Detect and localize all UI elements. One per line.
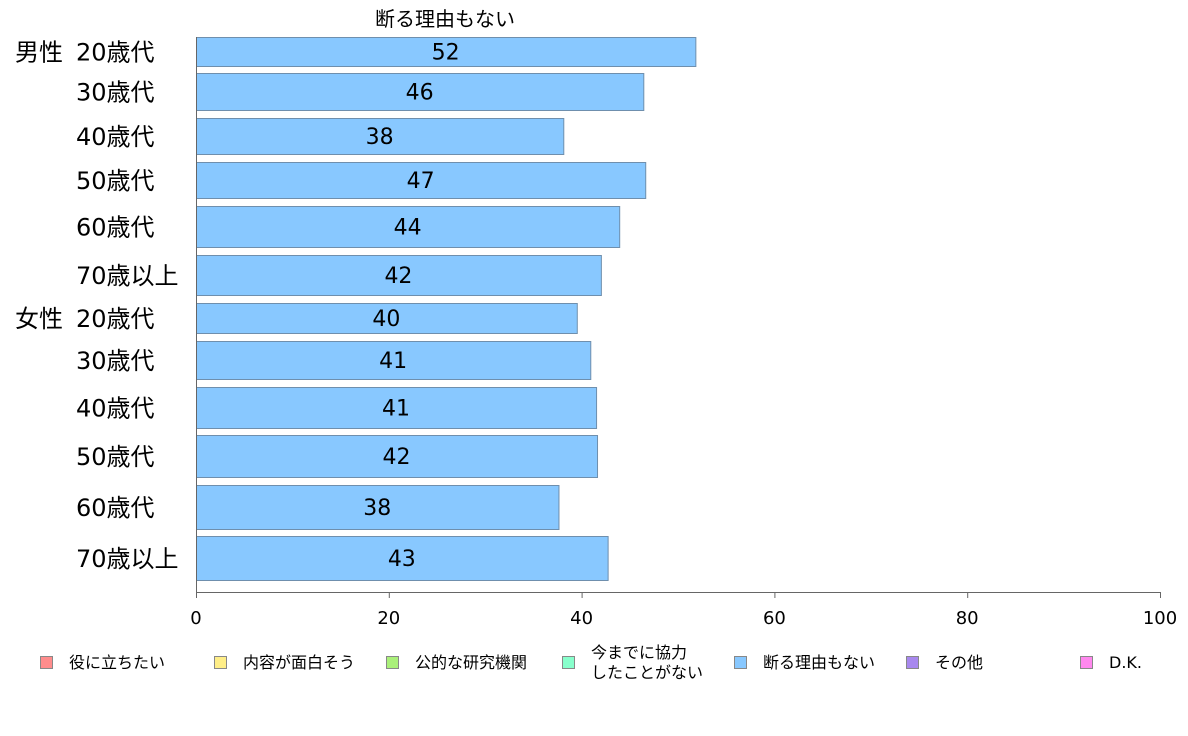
data-label: 38 (363, 496, 391, 521)
bar (196, 303, 578, 334)
data-label: 46 (406, 81, 434, 106)
data-label: 47 (407, 169, 435, 194)
category-label: 70歳以上 (76, 262, 179, 290)
data-label: 41 (379, 349, 407, 374)
legend: 役に立ちたい 内容が面白そう 公的な研究機関 今までに協力したことがない 断る理由もない… (40, 643, 1142, 682)
x-tick-label: 0 (190, 608, 201, 629)
category-label: 50歳代 (76, 167, 155, 195)
bar (196, 435, 599, 478)
category-label: 60歳代 (76, 494, 155, 522)
x-tick-label: 60 (763, 608, 786, 629)
category-label: 20歳代 (76, 39, 155, 67)
legend-label: その他 (935, 653, 983, 672)
category-label: 30歳代 (76, 347, 155, 375)
data-label: 43 (388, 547, 416, 572)
x-axis: 0 20 40 60 80 100 (190, 37, 1177, 629)
data-label: 42 (383, 445, 411, 470)
legend-swatch (40, 656, 53, 669)
category-label: 20歳代 (76, 305, 155, 333)
group-label: 女性 (15, 305, 63, 333)
bar (196, 255, 602, 296)
x-tick-label: 100 (1143, 608, 1177, 629)
category-label: 50歳代 (76, 443, 155, 471)
group-label: 男性 (15, 39, 63, 67)
x-tick-label: 20 (377, 608, 400, 629)
bar (196, 485, 560, 530)
bar (196, 162, 647, 199)
bar (196, 73, 645, 111)
category-label: 70歳以上 (76, 545, 179, 573)
category-label: 40歳代 (76, 395, 155, 423)
category-label: 30歳代 (76, 79, 155, 107)
legend-label: D.K. (1109, 653, 1142, 672)
legend-label: 断る理由もない (763, 653, 875, 672)
legend-label: 今までに協力したことがない (591, 643, 703, 682)
bar (196, 206, 621, 248)
legend-swatch (562, 656, 575, 669)
bars-group: 52 46 38 47 44 42 40 41 41 42 38 43 (196, 37, 697, 581)
data-label: 38 (366, 125, 394, 150)
data-label: 41 (382, 397, 410, 422)
legend-swatch (214, 656, 227, 669)
bar (196, 118, 565, 155)
x-tick-label: 40 (570, 608, 593, 629)
legend-label: 公的な研究機関 (415, 653, 527, 672)
category-label: 60歳代 (76, 214, 155, 242)
x-tick-label: 80 (956, 608, 979, 629)
data-label: 40 (372, 307, 400, 332)
bar (196, 536, 609, 581)
data-label: 52 (432, 41, 460, 66)
data-label: 42 (384, 264, 412, 289)
chart-title: 断る理由もない (375, 7, 515, 31)
legend-label: 内容が面白そう (243, 653, 355, 672)
bar (196, 37, 697, 67)
legend-label: 役に立ちたい (69, 653, 165, 672)
category-label: 40歳代 (76, 123, 155, 151)
legend-swatch (906, 656, 919, 669)
legend-swatch (734, 656, 747, 669)
legend-swatch (386, 656, 399, 669)
data-label: 44 (394, 216, 422, 241)
legend-swatch (1080, 656, 1093, 669)
